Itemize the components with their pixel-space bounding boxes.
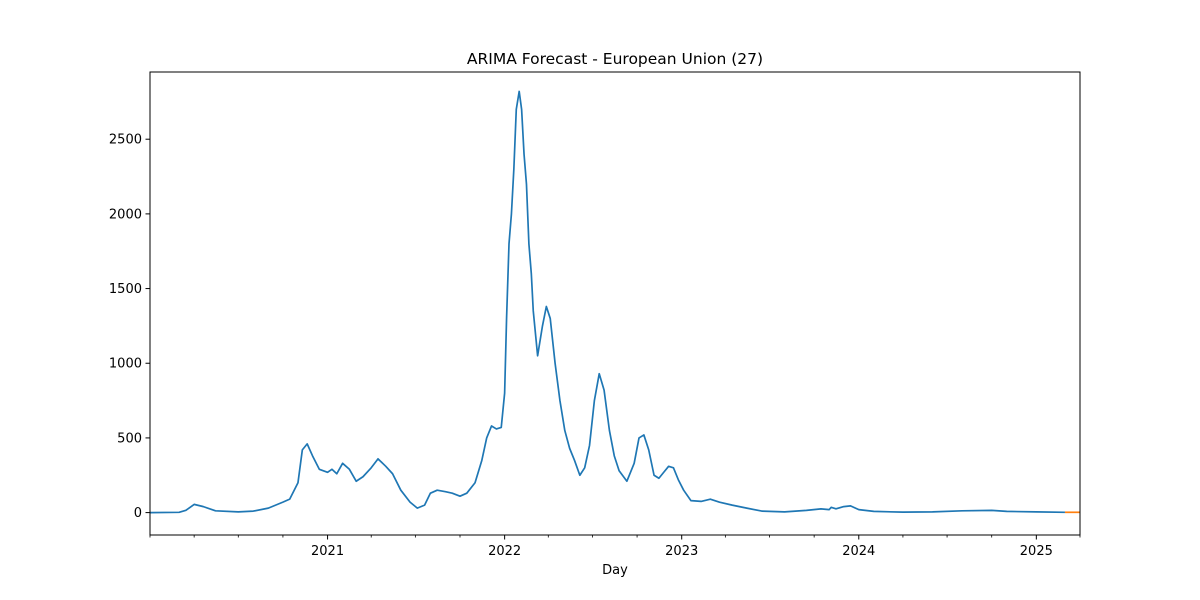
x-tick-label: 2022	[488, 544, 521, 559]
series-layer	[149, 90, 1080, 514]
y-tick-label: 1000	[109, 357, 142, 372]
x-tick-label: 2023	[665, 544, 698, 559]
x-axis: 2021 2022 2023 2024 2025	[149, 535, 1081, 559]
x-tick-label: 2024	[842, 544, 875, 559]
x-tick-label: 2025	[1020, 544, 1053, 559]
y-tick-label: 0	[134, 506, 142, 521]
y-tick-label: 2000	[109, 207, 142, 222]
x-tick-label: 2021	[311, 544, 344, 559]
y-tick-label: 1500	[109, 282, 142, 297]
y-tick-label: 2500	[109, 133, 142, 148]
plot-frame	[149, 71, 1081, 536]
chart-title: ARIMA Forecast - European Union (27)	[467, 50, 763, 68]
y-tick-label: 500	[117, 431, 142, 446]
y-axis: 0 500 1000 1500 2000 2500	[109, 133, 150, 521]
series-line-history	[149, 90, 1065, 514]
x-axis-label: Day	[602, 563, 628, 578]
